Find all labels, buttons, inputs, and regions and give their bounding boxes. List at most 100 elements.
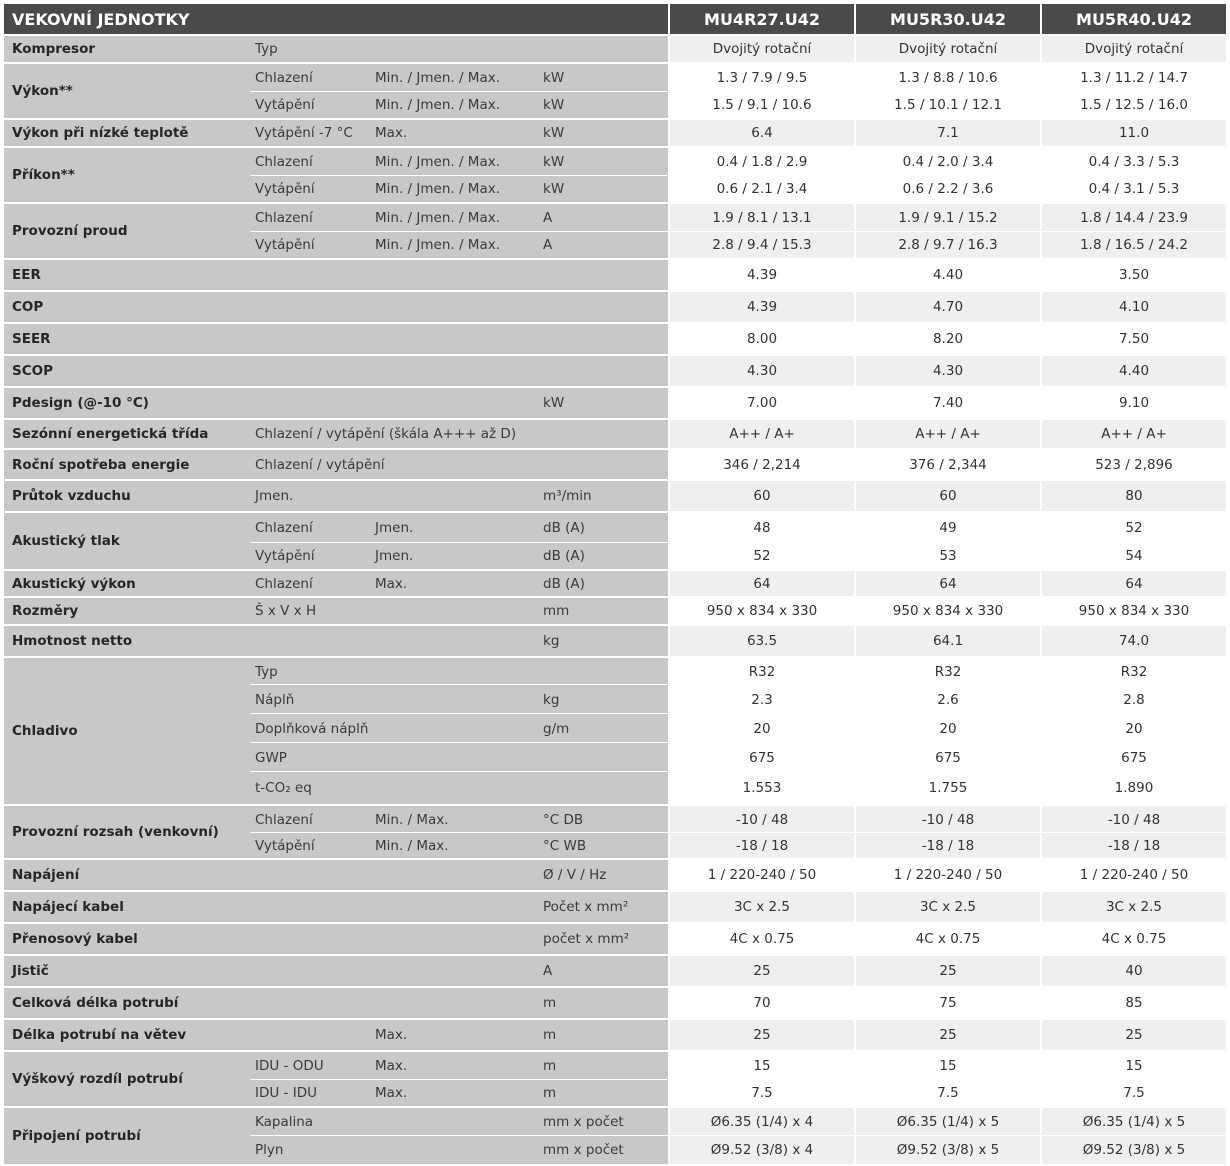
- value-cell-model-2: 4.30: [856, 356, 1040, 388]
- row-unit: kW: [538, 388, 668, 420]
- value-cell-model-3: Ø9.52 (3/8) x 5: [1042, 1136, 1226, 1166]
- value-cell-model-2: 49: [856, 513, 1040, 543]
- row-subtype: t-CO₂ eq: [250, 772, 538, 806]
- value-cell-model-3: 64: [1042, 571, 1226, 598]
- row-unit: °C DB: [538, 806, 668, 833]
- row-subtype: Typ: [250, 658, 538, 685]
- row-subtype: Vytápění: [250, 232, 370, 260]
- value-cell-model-3: 0.4 / 3.1 / 5.3: [1042, 176, 1226, 204]
- row-subtype: Chlazení: [250, 64, 370, 92]
- row-subtype: Typ: [250, 36, 538, 64]
- row-condition: Min. / Max.: [370, 833, 538, 860]
- value-cell-model-2: 7.1: [856, 120, 1040, 148]
- row-condition: Max.: [370, 1080, 538, 1108]
- row-condition: Min. / Jmen. / Max.: [370, 232, 538, 260]
- group-label: Akustický tlak: [4, 513, 250, 571]
- row-condition: Jmen.: [370, 543, 538, 571]
- row-unit: m: [538, 988, 668, 1020]
- value-cell-model-1: 0.6 / 2.1 / 3.4: [670, 176, 854, 204]
- value-cell-model-3: 1.890: [1042, 772, 1226, 806]
- row-unit: m: [538, 1052, 668, 1080]
- value-cell-model-1: 6.4: [670, 120, 854, 148]
- row-condition: Jmen.: [370, 513, 538, 543]
- value-cell-model-1: 8.00: [670, 324, 854, 356]
- row-condition: Max.: [370, 1020, 538, 1052]
- value-cell-model-1: Dvojitý rotační: [670, 36, 854, 64]
- value-cell-model-2: Ø6.35 (1/4) x 5: [856, 1108, 1040, 1136]
- value-cell-model-1: R32: [670, 658, 854, 685]
- row-unit: dB (A): [538, 543, 668, 571]
- group-label: Délka potrubí na větev: [4, 1020, 250, 1052]
- row-unit: kg: [538, 626, 668, 658]
- value-cell-model-3: -10 / 48: [1042, 806, 1226, 833]
- row-subtype: Chlazení / vytápění (škála A+++ až D): [250, 420, 538, 450]
- row-condition: Max.: [370, 1052, 538, 1080]
- group-label: SEER: [4, 324, 250, 356]
- row-unit: [538, 450, 668, 481]
- value-cell-model-3: 4C x 0.75: [1042, 924, 1226, 956]
- row-unit: [538, 36, 668, 64]
- value-cell-model-3: 0.4 / 3.3 / 5.3: [1042, 148, 1226, 176]
- value-cell-model-2: 1.3 / 8.8 / 10.6: [856, 64, 1040, 92]
- group-label: SCOP: [4, 356, 250, 388]
- row-condition: Min. / Jmen. / Max.: [370, 148, 538, 176]
- value-cell-model-2: 7.40: [856, 388, 1040, 420]
- value-cell-model-2: 20: [856, 714, 1040, 743]
- value-cell-model-3: 15: [1042, 1052, 1226, 1080]
- value-cell-model-2: 376 / 2,344: [856, 450, 1040, 481]
- group-label: Chladivo: [4, 658, 250, 806]
- value-cell-model-3: 20: [1042, 714, 1226, 743]
- row-unit: kW: [538, 148, 668, 176]
- value-cell-model-2: -10 / 48: [856, 806, 1040, 833]
- row-condition: Min. / Jmen. / Max.: [370, 176, 538, 204]
- value-cell-model-1: 3C x 2.5: [670, 892, 854, 924]
- value-cell-model-3: 1.8 / 16.5 / 24.2: [1042, 232, 1226, 260]
- value-cell-model-2: 4.70: [856, 292, 1040, 324]
- row-subtype: Vytápění: [250, 92, 370, 120]
- row-subtype: Doplňková náplň: [250, 714, 538, 743]
- row-subtype: Kapalina: [250, 1108, 538, 1136]
- value-cell-model-2: 950 x 834 x 330: [856, 598, 1040, 626]
- value-cell-model-3: 52: [1042, 513, 1226, 543]
- group-label: Výškový rozdíl potrubí: [4, 1052, 250, 1108]
- value-cell-model-1: 20: [670, 714, 854, 743]
- value-cell-model-2: Dvojitý rotační: [856, 36, 1040, 64]
- value-cell-model-2: 1.9 / 9.1 / 15.2: [856, 204, 1040, 232]
- value-cell-model-1: 1 / 220-240 / 50: [670, 860, 854, 892]
- value-cell-model-2: 4.40: [856, 260, 1040, 292]
- row-unit: Počet x mm²: [538, 892, 668, 924]
- value-cell-model-3: 4.40: [1042, 356, 1226, 388]
- value-cell-model-1: Ø6.35 (1/4) x 4: [670, 1108, 854, 1136]
- value-cell-model-3: Dvojitý rotační: [1042, 36, 1226, 64]
- value-cell-model-2: 4C x 0.75: [856, 924, 1040, 956]
- group-label: Napájecí kabel: [4, 892, 250, 924]
- value-cell-model-1: 4C x 0.75: [670, 924, 854, 956]
- value-cell-model-3: 950 x 834 x 330: [1042, 598, 1226, 626]
- value-cell-model-2: 2.6: [856, 685, 1040, 714]
- row-subtype: [250, 388, 538, 420]
- value-cell-model-3: 7.50: [1042, 324, 1226, 356]
- value-cell-model-1: 70: [670, 988, 854, 1020]
- row-subtype: [250, 1020, 370, 1052]
- value-cell-model-1: 60: [670, 481, 854, 513]
- value-cell-model-1: 1.553: [670, 772, 854, 806]
- row-subtype: [250, 860, 538, 892]
- value-cell-model-3: 4.10: [1042, 292, 1226, 324]
- value-cell-model-1: 346 / 2,214: [670, 450, 854, 481]
- value-cell-model-2: 0.6 / 2.2 / 3.6: [856, 176, 1040, 204]
- group-label: Pdesign (@-10 °C): [4, 388, 250, 420]
- value-cell-model-3: 7.5: [1042, 1080, 1226, 1108]
- row-subtype: [250, 292, 538, 324]
- row-subtype: Chlazení: [250, 513, 370, 543]
- row-unit: dB (A): [538, 513, 668, 543]
- row-unit: mm: [538, 598, 668, 626]
- value-cell-model-3: 3C x 2.5: [1042, 892, 1226, 924]
- row-unit: [538, 420, 668, 450]
- value-cell-model-2: 75: [856, 988, 1040, 1020]
- row-subtype: [250, 324, 538, 356]
- row-unit: kg: [538, 685, 668, 714]
- row-unit: A: [538, 204, 668, 232]
- row-subtype: Chlazení: [250, 571, 370, 598]
- row-unit: °C WB: [538, 833, 668, 860]
